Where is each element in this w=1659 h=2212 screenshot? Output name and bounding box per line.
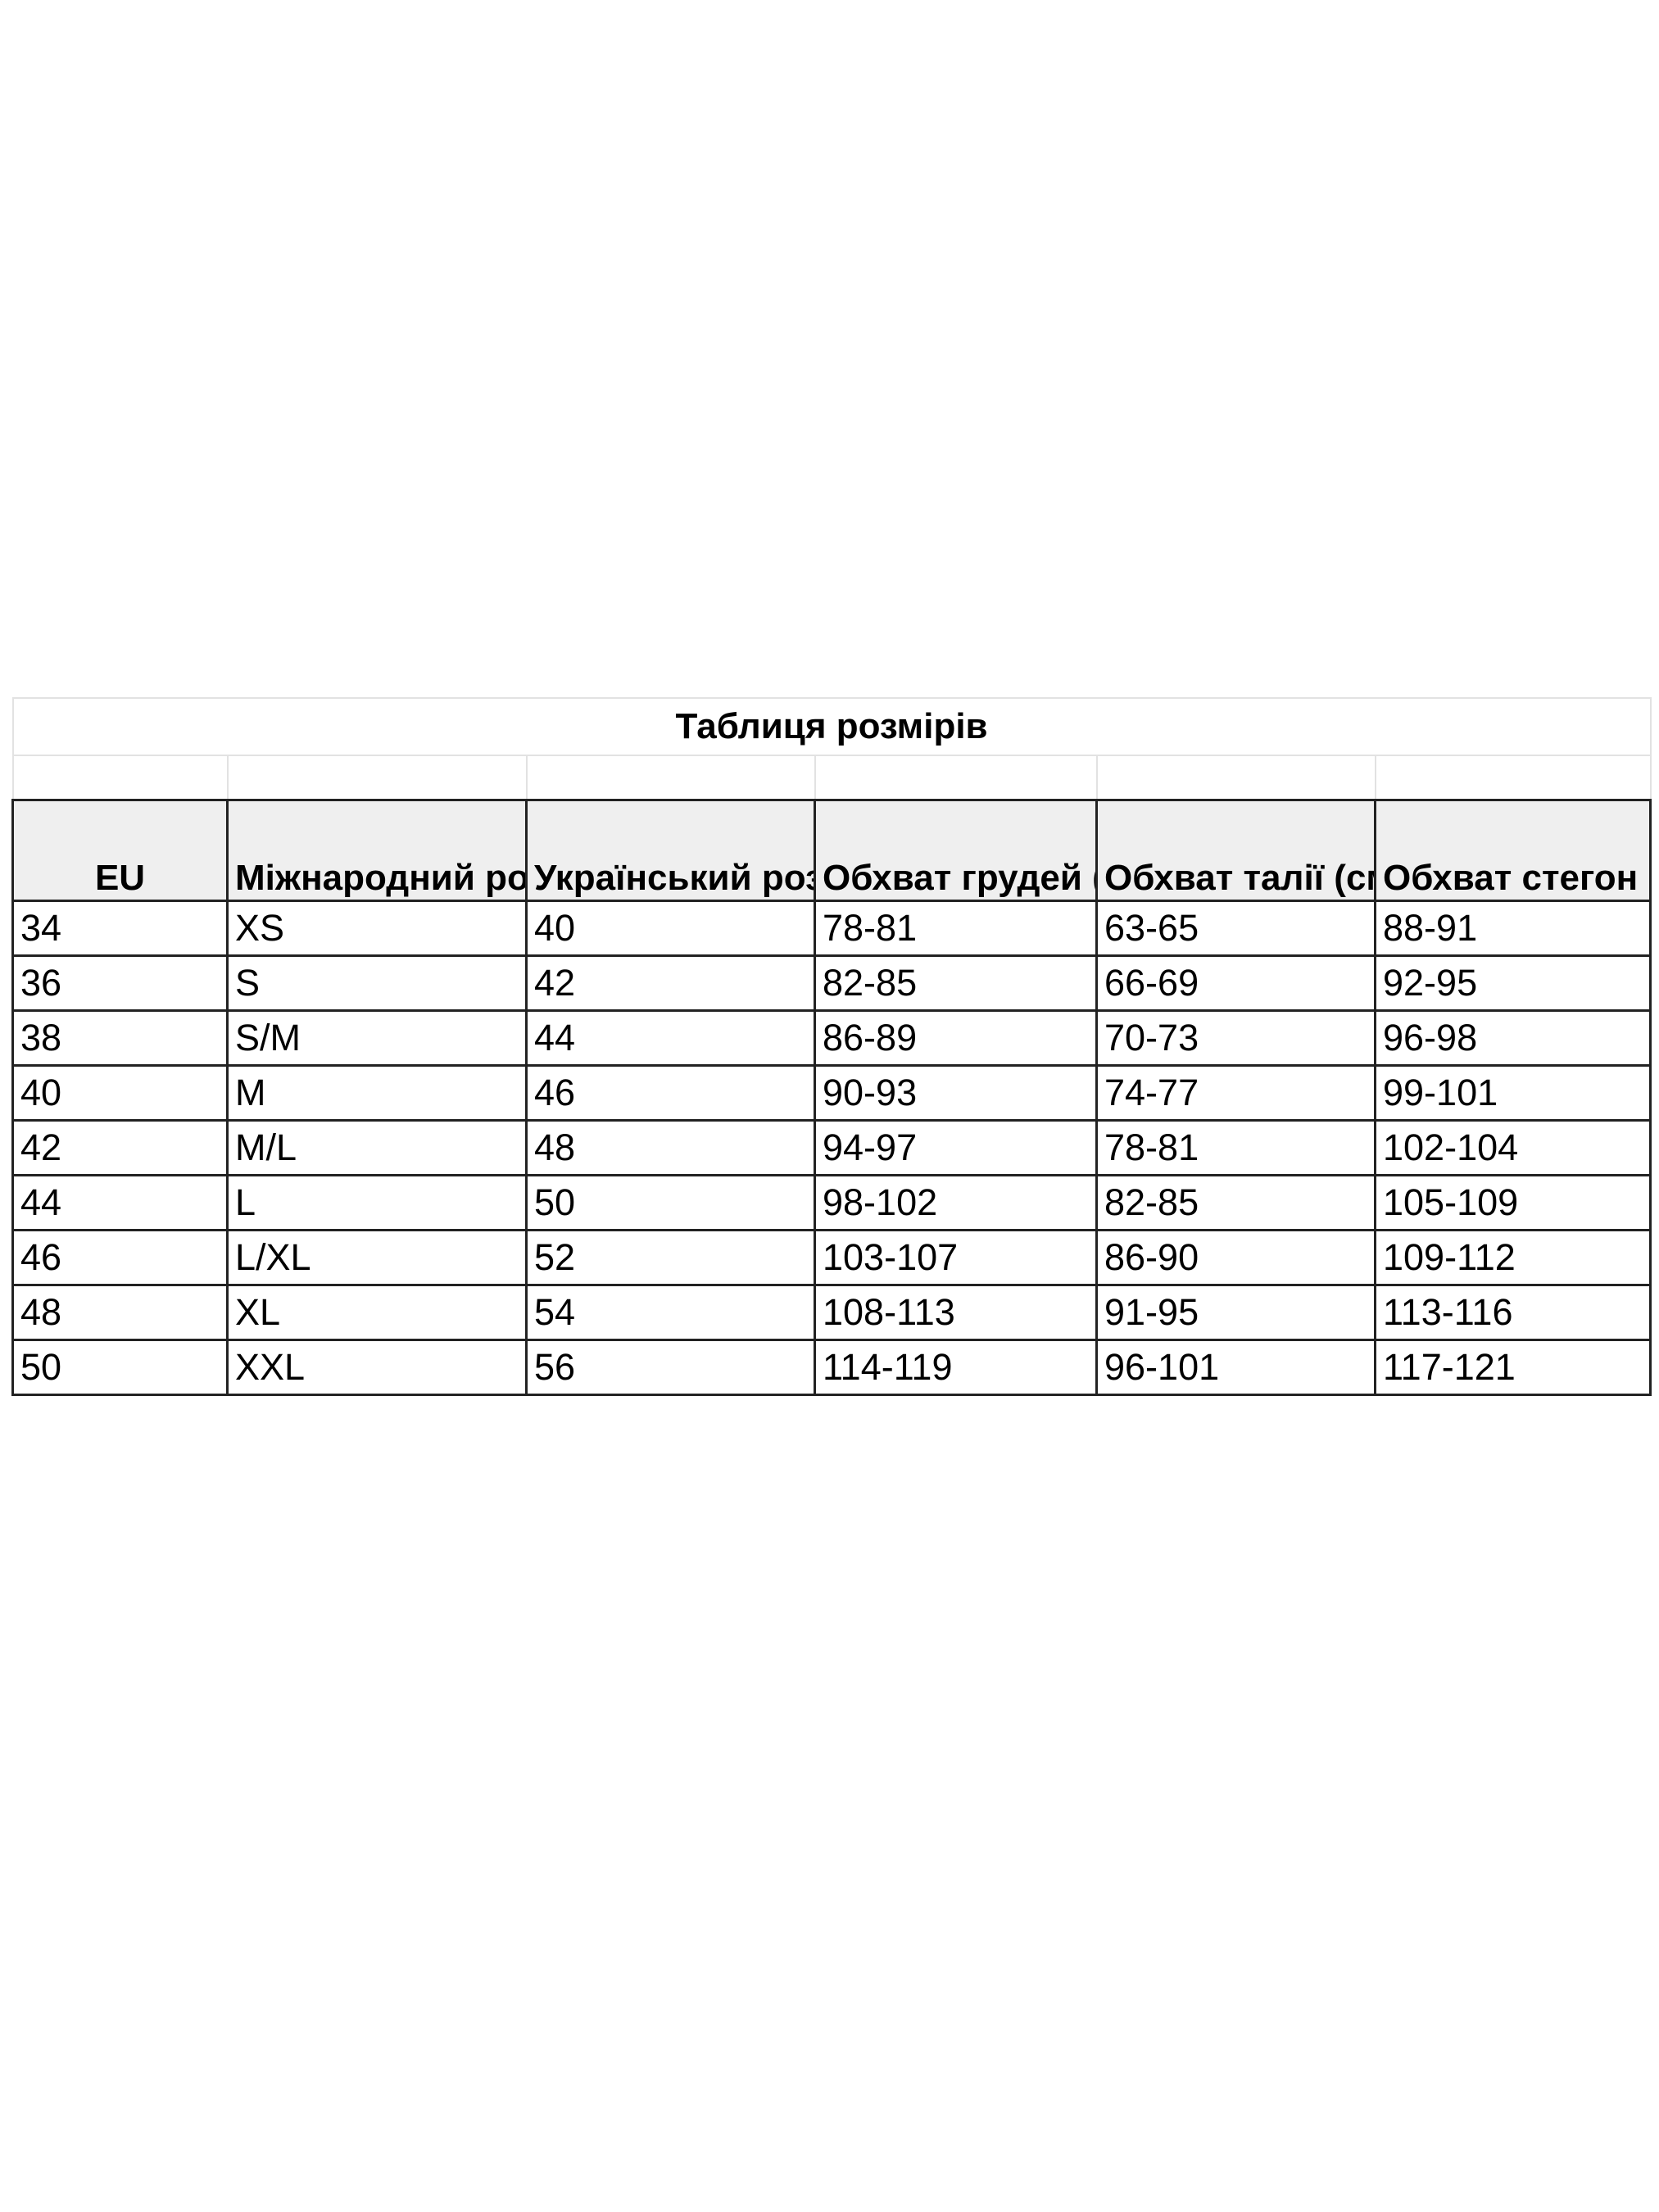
cell-international: L <box>226 1174 528 1231</box>
table-row: 46 L/XL 52 103-107 86-90 109-112 <box>11 1229 1652 1286</box>
cell-waist: 91-95 <box>1095 1284 1376 1341</box>
cell-chest: 98-102 <box>814 1174 1098 1231</box>
cell-hips: 99-101 <box>1373 1064 1652 1122</box>
cell-eu: 40 <box>11 1064 229 1122</box>
cell-ukrainian: 56 <box>525 1339 816 1396</box>
cell-hips: 88-91 <box>1373 900 1652 957</box>
header-row: EU Міжнародний розмір Український розмір… <box>11 799 1652 902</box>
cell-chest: 114-119 <box>814 1339 1098 1396</box>
cell-ukrainian: 44 <box>525 1009 816 1067</box>
table-title: Таблиця розмірів <box>11 697 1652 756</box>
header-ukrainian-size: Український розмір <box>525 799 816 902</box>
table-row: 38 S/M 44 86-89 70-73 96-98 <box>11 1009 1652 1067</box>
cell-ukrainian: 54 <box>525 1284 816 1341</box>
cell-eu: 42 <box>11 1119 229 1176</box>
cell-international: S <box>226 954 528 1012</box>
empty-cell <box>1095 755 1376 801</box>
cell-eu: 38 <box>11 1009 229 1067</box>
cell-hips: 109-112 <box>1373 1229 1652 1286</box>
cell-eu: 36 <box>11 954 229 1012</box>
cell-waist: 96-101 <box>1095 1339 1376 1396</box>
cell-waist: 74-77 <box>1095 1064 1376 1122</box>
cell-international: L/XL <box>226 1229 528 1286</box>
cell-chest: 82-85 <box>814 954 1098 1012</box>
cell-eu: 46 <box>11 1229 229 1286</box>
empty-cell <box>1374 755 1652 801</box>
cell-ukrainian: 46 <box>525 1064 816 1122</box>
cell-chest: 94-97 <box>814 1119 1098 1176</box>
cell-eu: 48 <box>11 1284 229 1341</box>
cell-hips: 117-121 <box>1373 1339 1652 1396</box>
size-table: Таблиця розмірів EU Міжнародний розмір У… <box>11 697 1652 1396</box>
cell-ukrainian: 52 <box>525 1229 816 1286</box>
cell-waist: 78-81 <box>1095 1119 1376 1176</box>
cell-international: S/M <box>226 1009 528 1067</box>
cell-international: M/L <box>226 1119 528 1176</box>
title-row: Таблиця розмірів <box>11 697 1652 756</box>
table-row: 48 XL 54 108-113 91-95 113-116 <box>11 1284 1652 1341</box>
header-eu: EU <box>11 799 229 902</box>
cell-chest: 86-89 <box>814 1009 1098 1067</box>
header-waist: Обхват талії (см) <box>1095 799 1376 902</box>
cell-chest: 90-93 <box>814 1064 1098 1122</box>
cell-chest: 103-107 <box>814 1229 1098 1286</box>
cell-eu: 50 <box>11 1339 229 1396</box>
cell-waist: 86-90 <box>1095 1229 1376 1286</box>
table-row: 40 M 46 90-93 74-77 99-101 <box>11 1064 1652 1122</box>
cell-chest: 108-113 <box>814 1284 1098 1341</box>
header-international-size: Міжнародний розмір <box>226 799 528 902</box>
cell-waist: 70-73 <box>1095 1009 1376 1067</box>
cell-waist: 82-85 <box>1095 1174 1376 1231</box>
header-chest: Обхват грудей (см) <box>814 799 1098 902</box>
table-row: 42 M/L 48 94-97 78-81 102-104 <box>11 1119 1652 1176</box>
cell-international: XS <box>226 900 528 957</box>
cell-waist: 66-69 <box>1095 954 1376 1012</box>
table-row: 34 XS 40 78-81 63-65 88-91 <box>11 900 1652 957</box>
cell-chest: 78-81 <box>814 900 1098 957</box>
cell-ukrainian: 42 <box>525 954 816 1012</box>
cell-hips: 113-116 <box>1373 1284 1652 1341</box>
cell-ukrainian: 50 <box>525 1174 816 1231</box>
empty-row <box>11 755 1652 801</box>
header-hips: Обхват стегон (см) <box>1373 799 1652 902</box>
empty-cell <box>525 755 816 801</box>
cell-waist: 63-65 <box>1095 900 1376 957</box>
cell-eu: 44 <box>11 1174 229 1231</box>
empty-cell <box>814 755 1098 801</box>
cell-hips: 105-109 <box>1373 1174 1652 1231</box>
empty-cell <box>11 755 229 801</box>
cell-hips: 96-98 <box>1373 1009 1652 1067</box>
cell-hips: 102-104 <box>1373 1119 1652 1176</box>
cell-international: XL <box>226 1284 528 1341</box>
cell-international: M <box>226 1064 528 1122</box>
table-row: 50 XXL 56 114-119 96-101 117-121 <box>11 1339 1652 1396</box>
cell-international: XXL <box>226 1339 528 1396</box>
cell-eu: 34 <box>11 900 229 957</box>
table-row: 44 L 50 98-102 82-85 105-109 <box>11 1174 1652 1231</box>
cell-ukrainian: 48 <box>525 1119 816 1176</box>
cell-hips: 92-95 <box>1373 954 1652 1012</box>
cell-ukrainian: 40 <box>525 900 816 957</box>
table-row: 36 S 42 82-85 66-69 92-95 <box>11 954 1652 1012</box>
empty-cell <box>226 755 528 801</box>
